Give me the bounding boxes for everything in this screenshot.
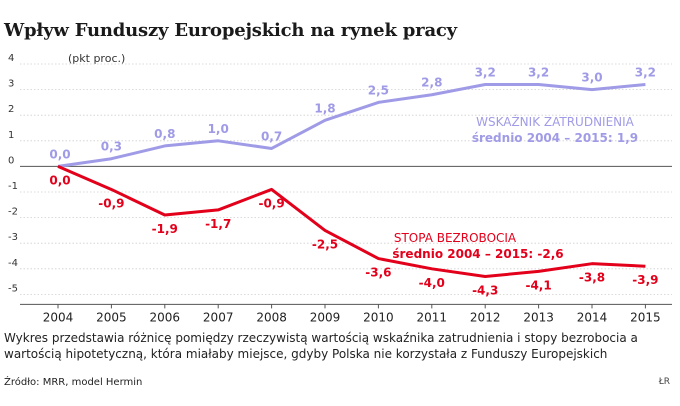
data-label: -3,9	[632, 273, 658, 287]
x-tick-label: 2009	[310, 310, 341, 324]
y-tick-label: 1	[8, 130, 14, 141]
source-note: Źródło: MRR, model Hermin	[4, 377, 143, 388]
chart-description: Wykres przedstawia różnicę pomiędzy rzec…	[4, 331, 638, 361]
x-tick-label: 2006	[150, 310, 181, 324]
x-tick-label: 2012	[470, 310, 501, 324]
y-tick-label: -3	[8, 232, 18, 243]
x-tick-label: 2007	[203, 310, 234, 324]
data-label: -1,7	[205, 217, 231, 231]
data-label: 0,3	[101, 140, 122, 154]
x-tick-label: 2013	[523, 310, 554, 324]
data-label: 3,2	[475, 65, 496, 79]
employment-series-line	[57, 82, 646, 168]
x-tick-label: 2014	[577, 310, 608, 324]
data-label: 0,0	[49, 147, 70, 161]
y-tick-label: 4	[8, 53, 14, 64]
data-label: 1,8	[314, 101, 335, 115]
data-label: 0,8	[154, 127, 175, 141]
x-tick-label: 2011	[417, 310, 448, 324]
chart-title: Wpływ Funduszy Europejskich na rynek pra…	[4, 20, 457, 41]
x-tick-label: 2015	[630, 310, 661, 324]
data-label: 2,5	[368, 83, 389, 97]
y-axis-unit: (pkt proc.)	[68, 52, 126, 65]
data-label: -3,6	[365, 266, 391, 280]
data-label: 2,8	[421, 76, 442, 90]
data-label: 1,0	[208, 122, 229, 136]
data-label: -0,9	[258, 196, 284, 210]
data-label: 0,0	[49, 173, 70, 187]
y-tick-label: 0	[8, 155, 14, 166]
data-label: 3,0	[581, 71, 602, 85]
y-tick-label: -1	[8, 181, 18, 192]
data-label: 0,7	[261, 129, 282, 143]
data-label: 3,2	[528, 65, 549, 79]
y-tick-label: -4	[8, 258, 18, 269]
data-label: 3,2	[635, 65, 656, 79]
data-label: -0,9	[98, 196, 124, 210]
y-tick-label: 2	[8, 104, 14, 115]
x-tick-label: 2008	[256, 310, 287, 324]
x-tick-label: 2010	[363, 310, 394, 324]
data-label: -4,0	[419, 276, 445, 290]
y-tick-label: 3	[8, 79, 14, 90]
data-label: -1,9	[152, 222, 178, 236]
author-credit: ŁR	[658, 377, 670, 387]
data-label: -4,1	[525, 278, 551, 292]
y-tick-label: -2	[8, 207, 18, 218]
line-chart: 4 3 2 1 0 -1 -2 -3 -4 -5 2004 2005 2006 2007 2008 2009 2…	[8, 53, 672, 324]
x-tick-label: 2005	[96, 310, 127, 324]
employment-series-average: średnio 2004 – 2015: 1,9	[472, 131, 638, 145]
data-label: -2,5	[312, 237, 338, 251]
unemployment-series-line	[57, 165, 646, 278]
employment-series-name: WSKAŹNIK ZATRUDNIENIA	[476, 114, 635, 129]
unemployment-series-name: STOPA BEZROBOCIA	[394, 231, 517, 245]
data-label: -3,8	[579, 271, 605, 285]
x-tick-label: 2004	[43, 310, 74, 324]
data-label: -4,3	[472, 283, 498, 297]
unemployment-series-average: średnio 2004 – 2015: -2,6	[392, 247, 563, 261]
y-tick-label: -5	[8, 283, 18, 294]
